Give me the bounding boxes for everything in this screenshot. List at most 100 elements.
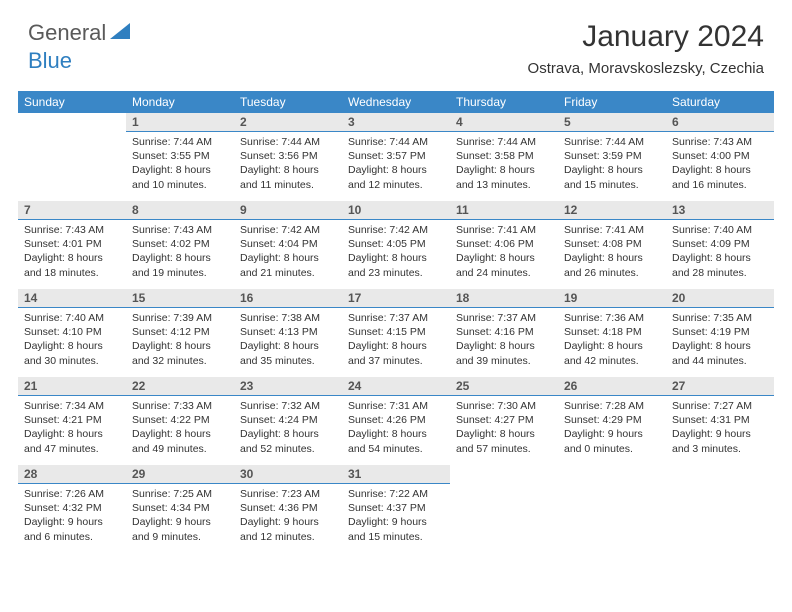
calendar-day-cell: 28Sunrise: 7:26 AMSunset: 4:32 PMDayligh… [18, 465, 126, 553]
calendar-day-cell: 3Sunrise: 7:44 AMSunset: 3:57 PMDaylight… [342, 113, 450, 201]
calendar-week-row: 14Sunrise: 7:40 AMSunset: 4:10 PMDayligh… [18, 289, 774, 377]
calendar-day-cell: 5Sunrise: 7:44 AMSunset: 3:59 PMDaylight… [558, 113, 666, 201]
daylight-text-1: Daylight: 8 hours [240, 251, 336, 265]
day-info: Sunrise: 7:44 AMSunset: 3:57 PMDaylight:… [342, 132, 450, 196]
sunrise-text: Sunrise: 7:28 AM [564, 399, 660, 413]
sunset-text: Sunset: 4:36 PM [240, 501, 336, 515]
calendar-day-cell: 21Sunrise: 7:34 AMSunset: 4:21 PMDayligh… [18, 377, 126, 465]
sunrise-text: Sunrise: 7:41 AM [456, 223, 552, 237]
day-info: Sunrise: 7:28 AMSunset: 4:29 PMDaylight:… [558, 396, 666, 460]
daylight-text-2: and 10 minutes. [132, 178, 228, 192]
day-info: Sunrise: 7:33 AMSunset: 4:22 PMDaylight:… [126, 396, 234, 460]
sunrise-text: Sunrise: 7:38 AM [240, 311, 336, 325]
day-number: 15 [126, 289, 234, 308]
day-number: 4 [450, 113, 558, 132]
sunset-text: Sunset: 4:08 PM [564, 237, 660, 251]
sunrise-text: Sunrise: 7:40 AM [672, 223, 768, 237]
sunrise-text: Sunrise: 7:42 AM [240, 223, 336, 237]
calendar-header-row: SundayMondayTuesdayWednesdayThursdayFrid… [18, 91, 774, 113]
sunset-text: Sunset: 4:16 PM [456, 325, 552, 339]
calendar-day-cell: 18Sunrise: 7:37 AMSunset: 4:16 PMDayligh… [450, 289, 558, 377]
day-info: Sunrise: 7:32 AMSunset: 4:24 PMDaylight:… [234, 396, 342, 460]
daylight-text-1: Daylight: 8 hours [132, 427, 228, 441]
daylight-text-2: and 12 minutes. [240, 530, 336, 544]
day-info: Sunrise: 7:43 AMSunset: 4:02 PMDaylight:… [126, 220, 234, 284]
daylight-text-1: Daylight: 8 hours [564, 163, 660, 177]
daylight-text-2: and 37 minutes. [348, 354, 444, 368]
daylight-text-2: and 13 minutes. [456, 178, 552, 192]
daylight-text-2: and 30 minutes. [24, 354, 120, 368]
daylight-text-2: and 32 minutes. [132, 354, 228, 368]
daylight-text-1: Daylight: 9 hours [132, 515, 228, 529]
sunrise-text: Sunrise: 7:40 AM [24, 311, 120, 325]
day-info: Sunrise: 7:30 AMSunset: 4:27 PMDaylight:… [450, 396, 558, 460]
sunrise-text: Sunrise: 7:23 AM [240, 487, 336, 501]
daylight-text-2: and 35 minutes. [240, 354, 336, 368]
daylight-text-1: Daylight: 8 hours [456, 163, 552, 177]
daylight-text-1: Daylight: 8 hours [456, 251, 552, 265]
sunrise-text: Sunrise: 7:22 AM [348, 487, 444, 501]
day-info: Sunrise: 7:42 AMSunset: 4:05 PMDaylight:… [342, 220, 450, 284]
weekday-header: Thursday [450, 91, 558, 113]
calendar-week-row: 1Sunrise: 7:44 AMSunset: 3:55 PMDaylight… [18, 113, 774, 201]
calendar-day-cell: 9Sunrise: 7:42 AMSunset: 4:04 PMDaylight… [234, 201, 342, 289]
day-info: Sunrise: 7:36 AMSunset: 4:18 PMDaylight:… [558, 308, 666, 372]
calendar-day-cell: 8Sunrise: 7:43 AMSunset: 4:02 PMDaylight… [126, 201, 234, 289]
sunrise-text: Sunrise: 7:31 AM [348, 399, 444, 413]
sunset-text: Sunset: 3:57 PM [348, 149, 444, 163]
daylight-text-1: Daylight: 8 hours [456, 427, 552, 441]
day-info: Sunrise: 7:38 AMSunset: 4:13 PMDaylight:… [234, 308, 342, 372]
daylight-text-2: and 44 minutes. [672, 354, 768, 368]
daylight-text-1: Daylight: 8 hours [24, 251, 120, 265]
day-info: Sunrise: 7:34 AMSunset: 4:21 PMDaylight:… [18, 396, 126, 460]
logo-sub: Blue [28, 48, 72, 74]
sunrise-text: Sunrise: 7:35 AM [672, 311, 768, 325]
day-info: Sunrise: 7:40 AMSunset: 4:09 PMDaylight:… [666, 220, 774, 284]
sunset-text: Sunset: 4:31 PM [672, 413, 768, 427]
sunset-text: Sunset: 4:09 PM [672, 237, 768, 251]
daylight-text-2: and 9 minutes. [132, 530, 228, 544]
daylight-text-2: and 19 minutes. [132, 266, 228, 280]
day-number: 1 [126, 113, 234, 132]
day-info: Sunrise: 7:43 AMSunset: 4:00 PMDaylight:… [666, 132, 774, 196]
day-number: 21 [18, 377, 126, 396]
calendar-week-row: 7Sunrise: 7:43 AMSunset: 4:01 PMDaylight… [18, 201, 774, 289]
daylight-text-2: and 15 minutes. [564, 178, 660, 192]
day-info: Sunrise: 7:43 AMSunset: 4:01 PMDaylight:… [18, 220, 126, 284]
daylight-text-2: and 23 minutes. [348, 266, 444, 280]
calendar-empty-cell [450, 465, 558, 553]
daylight-text-2: and 42 minutes. [564, 354, 660, 368]
day-info: Sunrise: 7:44 AMSunset: 3:55 PMDaylight:… [126, 132, 234, 196]
triangle-icon [110, 23, 130, 44]
weekday-header: Tuesday [234, 91, 342, 113]
calendar-day-cell: 27Sunrise: 7:27 AMSunset: 4:31 PMDayligh… [666, 377, 774, 465]
daylight-text-2: and 0 minutes. [564, 442, 660, 456]
daylight-text-1: Daylight: 9 hours [348, 515, 444, 529]
day-number: 30 [234, 465, 342, 484]
logo-text-general: General [28, 20, 106, 46]
day-number: 12 [558, 201, 666, 220]
day-number: 5 [558, 113, 666, 132]
day-number: 23 [234, 377, 342, 396]
daylight-text-2: and 21 minutes. [240, 266, 336, 280]
calendar-day-cell: 14Sunrise: 7:40 AMSunset: 4:10 PMDayligh… [18, 289, 126, 377]
calendar-empty-cell [666, 465, 774, 553]
daylight-text-1: Daylight: 8 hours [564, 339, 660, 353]
sunrise-text: Sunrise: 7:36 AM [564, 311, 660, 325]
sunset-text: Sunset: 3:59 PM [564, 149, 660, 163]
sunrise-text: Sunrise: 7:44 AM [240, 135, 336, 149]
daylight-text-2: and 49 minutes. [132, 442, 228, 456]
weekday-header: Sunday [18, 91, 126, 113]
daylight-text-1: Daylight: 8 hours [24, 339, 120, 353]
sunset-text: Sunset: 4:27 PM [456, 413, 552, 427]
day-number: 8 [126, 201, 234, 220]
day-number: 17 [342, 289, 450, 308]
daylight-text-1: Daylight: 8 hours [132, 339, 228, 353]
sunset-text: Sunset: 4:32 PM [24, 501, 120, 515]
day-info: Sunrise: 7:37 AMSunset: 4:16 PMDaylight:… [450, 308, 558, 372]
day-info: Sunrise: 7:41 AMSunset: 4:08 PMDaylight:… [558, 220, 666, 284]
daylight-text-2: and 15 minutes. [348, 530, 444, 544]
day-number: 3 [342, 113, 450, 132]
sunset-text: Sunset: 4:19 PM [672, 325, 768, 339]
daylight-text-2: and 3 minutes. [672, 442, 768, 456]
